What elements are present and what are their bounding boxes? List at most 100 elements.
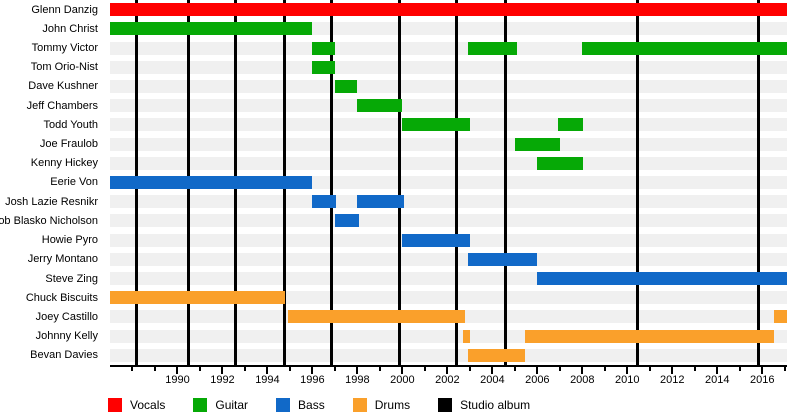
- year-label: 1990: [165, 374, 190, 386]
- axis-tick: [153, 367, 156, 371]
- tenure-bar-guitar: [557, 118, 584, 132]
- member-row-track: [110, 348, 787, 362]
- studio-album-line: [635, 0, 639, 365]
- studio-album-line: [504, 0, 508, 365]
- year-label: 1998: [345, 374, 370, 386]
- axis-tick: [288, 367, 291, 371]
- axis-tick: [536, 367, 539, 374]
- tenure-bar-bass: [402, 233, 470, 247]
- tenure-bar-vocals: [110, 3, 787, 17]
- tenure-bar-bass: [312, 195, 337, 209]
- year-label: 1994: [255, 374, 280, 386]
- axis-tick: [761, 367, 764, 374]
- tenure-bar-guitar: [110, 22, 313, 36]
- legend-swatch-guitar: [193, 398, 208, 412]
- axis-tick: [648, 367, 651, 371]
- axis-tick: [581, 367, 584, 374]
- axis-tick: [243, 367, 246, 371]
- member-label: Joey Castillo: [35, 310, 98, 323]
- member-label: John Christ: [42, 22, 98, 35]
- legend: Vocals Guitar Bass Drums Studio album: [108, 396, 530, 414]
- year-label: 1996: [300, 374, 325, 386]
- legend-swatch-bass: [276, 398, 291, 412]
- axis-tick: [221, 367, 224, 374]
- tenure-bar-bass: [357, 195, 404, 209]
- axis-tick: [356, 367, 359, 374]
- tenure-bar-drums: [467, 348, 525, 362]
- year-label: 1992: [210, 374, 235, 386]
- legend-item-guitar: Guitar: [193, 398, 248, 412]
- tenure-bar-drums: [463, 329, 470, 343]
- axis-tick: [716, 367, 719, 374]
- axis-tick: [176, 367, 179, 374]
- member-label: Jeff Chambers: [26, 99, 98, 112]
- legend-label: Bass: [298, 398, 325, 412]
- tenure-bar-guitar: [582, 41, 787, 55]
- member-label: Todd Youth: [43, 118, 98, 131]
- tenure-bar-drums: [110, 291, 286, 305]
- member-label: Glenn Danzig: [31, 3, 98, 16]
- member-label: Tommy Victor: [31, 42, 98, 54]
- member-label: Chuck Biscuits: [25, 291, 98, 304]
- axis-tick: [311, 367, 314, 374]
- legend-label: Drums: [374, 398, 411, 412]
- legend-item-drums: Drums: [352, 398, 411, 412]
- tenure-bar-guitar: [467, 41, 518, 55]
- member-label: Kenny Hickey: [30, 157, 98, 170]
- member-label: Tom Orio-Nist: [30, 61, 98, 74]
- tenure-bar-drums: [524, 329, 774, 343]
- axis-tick: [401, 367, 404, 374]
- member-label: Bevan Davies: [30, 349, 98, 362]
- axis-tick: [446, 367, 449, 374]
- member-label: Johnny Kelly: [35, 330, 98, 343]
- year-label: 2008: [570, 374, 595, 386]
- studio-album-line: [330, 0, 334, 365]
- year-label: 2000: [390, 374, 415, 386]
- legend-item-studio_album: Studio album: [438, 398, 530, 412]
- axis-tick: [131, 367, 134, 371]
- year-label: 2002: [435, 374, 460, 386]
- member-row-track: [110, 214, 787, 228]
- axis-tick: [198, 367, 201, 371]
- studio-album-line: [454, 0, 458, 365]
- legend-label: Studio album: [460, 398, 531, 412]
- axis-tick: [491, 367, 494, 374]
- studio-album-line: [397, 0, 401, 365]
- tenure-bar-bass: [537, 272, 787, 286]
- axis-tick: [783, 367, 786, 371]
- tenure-bar-bass: [467, 252, 538, 266]
- axis-tick: [626, 367, 629, 374]
- tenure-bar-drums: [773, 310, 787, 324]
- axis-tick: [513, 367, 516, 371]
- tenure-bar-guitar: [514, 137, 560, 151]
- legend-label: Guitar: [215, 398, 249, 412]
- year-label: 2016: [750, 374, 775, 386]
- member-label: Joe Fraulob: [39, 138, 98, 151]
- legend-label: Vocals: [130, 398, 166, 412]
- legend-swatch-studio_album: [438, 398, 453, 412]
- plot-area: [110, 0, 787, 365]
- year-label: 2006: [525, 374, 550, 386]
- axis-tick: [333, 367, 336, 371]
- member-row-track: [110, 156, 787, 170]
- studio-album-line: [757, 0, 761, 365]
- axis-tick: [693, 367, 696, 371]
- x-axis-line: [110, 365, 787, 367]
- member-label: Dave Kushner: [28, 80, 98, 93]
- member-label: Steve Zing: [45, 272, 98, 285]
- axis-tick: [738, 367, 741, 371]
- tenure-bar-guitar: [334, 79, 358, 93]
- axis-tick: [558, 367, 561, 371]
- tenure-bar-guitar: [402, 118, 470, 132]
- tenure-bar-bass: [110, 176, 313, 189]
- member-labels-column: Glenn Danzig John Christ Tommy Victor Tom O…: [0, 0, 104, 365]
- member-row-track: [110, 99, 787, 113]
- member-label: Josh Lazie Resnikr: [5, 195, 98, 208]
- member-label: Eerie Von: [50, 176, 98, 189]
- tenure-bar-bass: [334, 214, 359, 228]
- tenure-bar-guitar: [312, 60, 335, 74]
- tenure-bar-guitar: [537, 156, 584, 170]
- tenure-bar-guitar: [312, 41, 335, 55]
- axis-tick: [378, 367, 381, 371]
